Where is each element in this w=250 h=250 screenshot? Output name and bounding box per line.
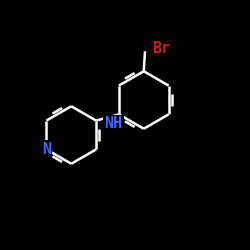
Text: NH: NH — [104, 116, 123, 131]
Text: N: N — [42, 142, 51, 157]
Text: Br: Br — [152, 41, 171, 56]
